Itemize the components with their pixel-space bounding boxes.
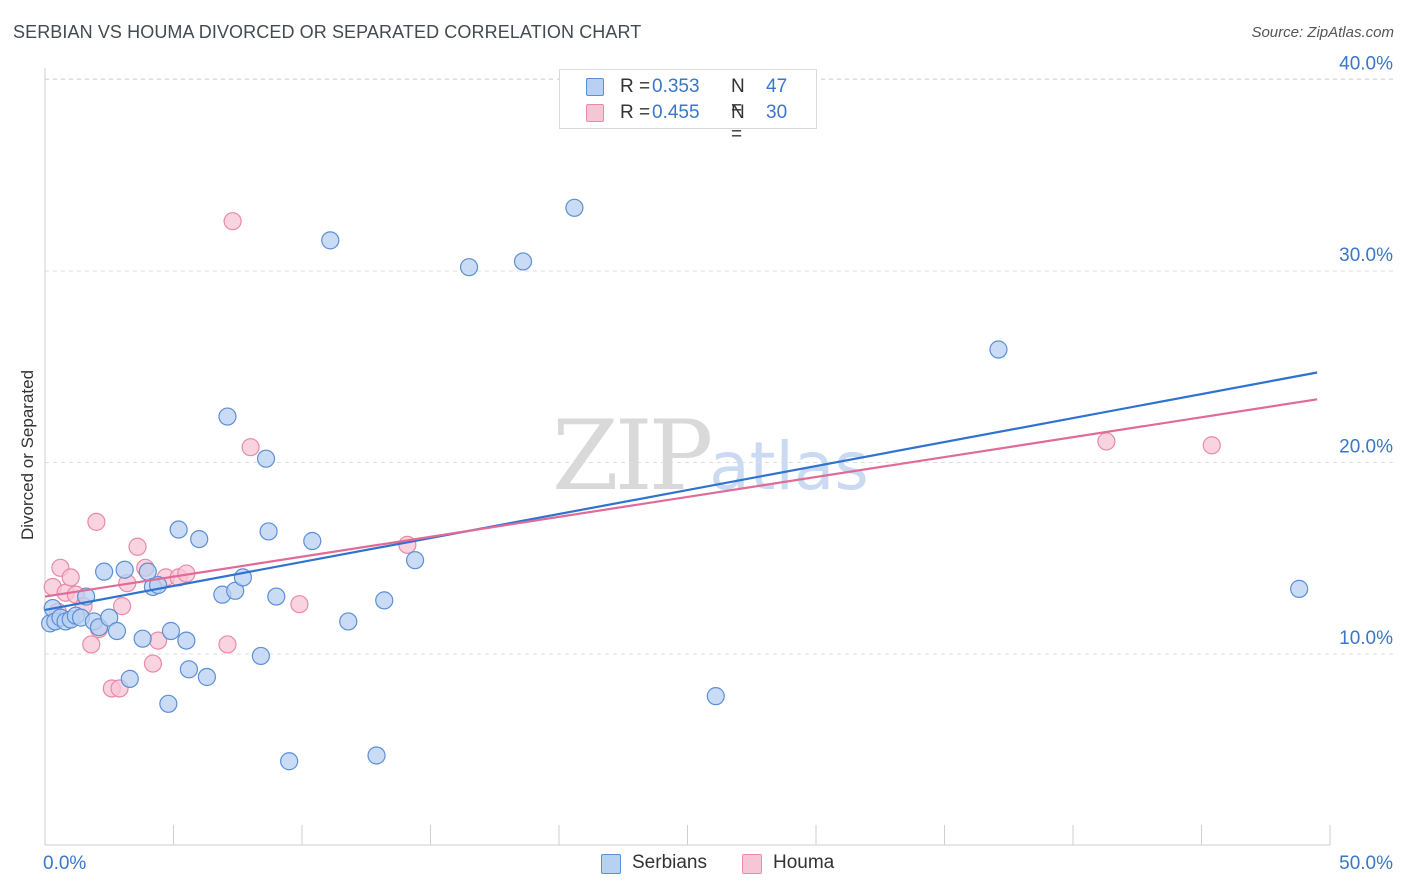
data-point-houma bbox=[1097, 432, 1116, 451]
bottom-legend-swatch-serbians bbox=[601, 854, 621, 874]
data-point-serbians bbox=[169, 520, 188, 539]
trend-lines bbox=[44, 371, 1318, 612]
legend-swatch-serbians bbox=[586, 78, 604, 96]
data-point-serbians bbox=[161, 621, 181, 641]
watermark-atlas: atlas bbox=[709, 428, 869, 505]
axes bbox=[44, 68, 1331, 846]
data-point-serbians bbox=[706, 687, 725, 706]
data-point-serbians bbox=[100, 608, 119, 627]
data-point-houma bbox=[82, 635, 101, 654]
y-axis-label: Divorced or Separated bbox=[18, 369, 37, 541]
trend-line-serbians bbox=[44, 371, 1318, 612]
data-point-serbians bbox=[405, 551, 425, 570]
bottom-legend-label-houma: Houma bbox=[773, 852, 835, 873]
data-point-serbians bbox=[190, 529, 209, 549]
legend-r-value: 0.455 bbox=[652, 102, 700, 123]
data-point-serbians bbox=[565, 198, 584, 217]
data-point-serbians bbox=[1290, 579, 1309, 598]
data-point-serbians bbox=[115, 560, 134, 579]
data-point-serbians bbox=[375, 591, 394, 610]
data-point-serbians bbox=[133, 629, 152, 648]
data-point-serbians bbox=[259, 522, 278, 541]
data-point-houma bbox=[87, 512, 106, 531]
legend-swatch-houma bbox=[586, 104, 604, 122]
data-point-serbians bbox=[513, 252, 533, 271]
data-point-serbians bbox=[367, 746, 386, 765]
data-point-serbians bbox=[251, 646, 270, 666]
data-point-serbians bbox=[280, 752, 299, 771]
watermark-zip: ZIP bbox=[552, 400, 713, 512]
y-tick-label: 20.0% bbox=[1339, 437, 1393, 458]
grid-lines bbox=[45, 78, 1393, 655]
legend-n-value: 47 bbox=[766, 76, 788, 97]
data-point-houma bbox=[61, 568, 80, 587]
data-point-houma bbox=[218, 635, 237, 654]
data-point-houma bbox=[128, 537, 147, 556]
data-point-serbians bbox=[303, 531, 322, 551]
trend-line-houma bbox=[44, 398, 1318, 598]
legend-r-label: R = bbox=[620, 102, 651, 123]
y-tick-label: 40.0% bbox=[1339, 54, 1393, 75]
legend-n-label: N = bbox=[731, 76, 745, 119]
data-point-serbians bbox=[321, 231, 340, 250]
data-point-serbians bbox=[218, 407, 237, 426]
data-point-serbians bbox=[120, 669, 139, 688]
data-point-serbians bbox=[107, 621, 127, 641]
source-label: Source: ZipAtlas.com bbox=[1251, 24, 1394, 41]
tick-labels: 10.0% 20.0% 30.0% 40.0% 0.0% 50.0% bbox=[43, 54, 1393, 875]
bottom-legend-swatch-houma bbox=[742, 854, 762, 874]
data-point-serbians bbox=[95, 562, 114, 581]
y-tick-label: 10.0% bbox=[1339, 628, 1393, 649]
legend-n-label: N = bbox=[731, 102, 745, 145]
x-tick-label: 50.0% bbox=[1339, 853, 1393, 874]
data-point-serbians bbox=[179, 660, 199, 679]
data-point-houma bbox=[223, 212, 242, 231]
chart-title: SERBIAN VS HOUMA DIVORCED OR SEPARATED C… bbox=[13, 22, 642, 42]
data-point-houma bbox=[241, 438, 260, 457]
legend-r-value: 0.353 bbox=[652, 76, 700, 97]
data-point-houma bbox=[290, 595, 309, 614]
data-point-serbians bbox=[989, 340, 1008, 359]
bottom-legend-label-serbians: Serbians bbox=[632, 852, 707, 873]
data-point-serbians bbox=[256, 449, 276, 468]
data-point-serbians bbox=[159, 694, 178, 713]
data-point-serbians bbox=[459, 258, 479, 277]
y-tick-label: 30.0% bbox=[1339, 245, 1393, 266]
correlation-legend: R = 0.353 N = 47 R = 0.455 N = 30 bbox=[559, 69, 817, 145]
data-point-serbians bbox=[197, 667, 217, 687]
data-points bbox=[41, 198, 1309, 771]
watermark: ZIPatlas bbox=[552, 400, 869, 512]
data-point-serbians bbox=[267, 587, 286, 606]
x-tick-label: 0.0% bbox=[43, 853, 86, 874]
data-point-serbians bbox=[339, 612, 358, 631]
legend-r-label: R = bbox=[620, 76, 651, 97]
data-point-serbians bbox=[177, 631, 196, 650]
data-point-serbians bbox=[226, 581, 245, 600]
data-point-houma bbox=[112, 597, 132, 616]
data-point-houma bbox=[143, 654, 163, 673]
legend-n-value: 30 bbox=[766, 102, 788, 123]
data-point-houma bbox=[1202, 436, 1221, 455]
